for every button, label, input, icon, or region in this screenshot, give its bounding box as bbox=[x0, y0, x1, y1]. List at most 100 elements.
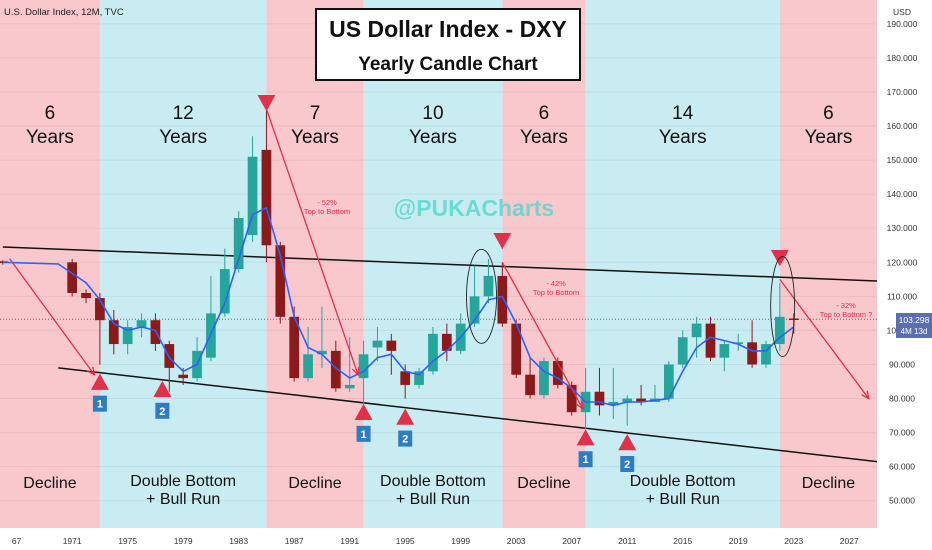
period-phase: Decline bbox=[802, 475, 855, 492]
period-labels: 6 Years Decline 1 2 Years Double Bottom + Bull … bbox=[23, 103, 855, 508]
candle-body bbox=[663, 364, 674, 399]
top-marker-2002 bbox=[493, 233, 512, 250]
candle-body bbox=[691, 323, 702, 338]
drop-label-2022-text: Top to Bottom ? bbox=[820, 310, 873, 319]
x-tick-label: 1971 bbox=[63, 536, 82, 546]
period-phase: + Bull Run bbox=[146, 491, 220, 508]
candle-body bbox=[483, 275, 494, 297]
drop-label-1985-pct: - 52% bbox=[317, 198, 337, 207]
x-tick-label: 2003 bbox=[507, 536, 526, 546]
period-band-4 bbox=[502, 0, 586, 528]
candle-body bbox=[372, 340, 383, 348]
period-count: 10 bbox=[422, 103, 443, 124]
y-tick-label: 190.000 bbox=[887, 19, 918, 29]
candle-body bbox=[414, 371, 424, 385]
watermark: @PUKACharts bbox=[394, 195, 554, 221]
x-tick-label: 1987 bbox=[285, 536, 304, 546]
period-unit: Years bbox=[291, 127, 339, 148]
trendlines bbox=[2, 246, 878, 463]
candle-body bbox=[136, 320, 147, 328]
period-unit: Years bbox=[520, 127, 568, 148]
y-tick-label: 70.000 bbox=[889, 428, 915, 438]
y-tick-label: 160.000 bbox=[887, 121, 918, 131]
candle-body bbox=[233, 218, 244, 270]
y-tick-label: 90.000 bbox=[889, 359, 915, 369]
candle-body bbox=[400, 371, 411, 385]
y-tick-label: 110.000 bbox=[887, 291, 917, 301]
candle-body bbox=[178, 374, 189, 379]
candle-body bbox=[636, 398, 646, 402]
x-tick-label: 2015 bbox=[673, 536, 692, 546]
x-tick-label: 2011 bbox=[618, 536, 637, 546]
x-tick-label: 1979 bbox=[174, 536, 193, 546]
candle-body bbox=[219, 269, 230, 314]
candle-body bbox=[289, 316, 300, 379]
drop-label-2002-pct: - 42% bbox=[546, 279, 566, 288]
time-axis[interactable]: 67 1971 1975 1979 1983 1987 1991 1995 1999 2003 20… bbox=[0, 528, 932, 550]
x-tick-label: 2023 bbox=[784, 536, 803, 546]
drop-label-2002-text: Top to Bottom bbox=[533, 288, 579, 297]
last-price-value: 103.298 bbox=[899, 315, 930, 325]
candle-body bbox=[677, 337, 688, 365]
period-unit: Years bbox=[659, 127, 707, 148]
period-phase: + Bull Run bbox=[396, 491, 470, 508]
y-tick-label: 180.000 bbox=[887, 53, 918, 63]
period-unit: Years bbox=[409, 127, 457, 148]
bottom-badge-label: 2 bbox=[624, 459, 630, 471]
bottom-marker-4 bbox=[576, 429, 595, 446]
candle-body bbox=[81, 292, 91, 299]
y-tick-label: 80.000 bbox=[889, 394, 915, 404]
bottom-marker-3 bbox=[396, 408, 415, 425]
decline-arrow-1966 bbox=[9, 258, 95, 376]
candle-body bbox=[67, 262, 78, 293]
candle-body bbox=[303, 354, 313, 379]
y-tick-label: 60.000 bbox=[889, 462, 915, 472]
period-count: 6 bbox=[45, 103, 56, 124]
period-count: 6 bbox=[539, 103, 550, 124]
decline-arrow-1985-head bbox=[351, 366, 360, 377]
chart-title: US Dollar Index - DXY bbox=[329, 16, 567, 42]
y-tick-label: 170.000 bbox=[887, 87, 918, 97]
last-price-tag: 103.298 4M 13d bbox=[896, 313, 932, 338]
y-tick-label: 120.000 bbox=[887, 257, 918, 267]
candle-body bbox=[594, 391, 605, 406]
moving-average bbox=[2, 206, 795, 407]
x-tick-label: 2007 bbox=[562, 536, 581, 546]
candle-body bbox=[358, 354, 369, 379]
top-ellipse-2001 bbox=[466, 248, 497, 344]
bottom-badge-4 bbox=[578, 451, 593, 468]
candle-body bbox=[608, 401, 619, 406]
y-tick-label: 50.000 bbox=[889, 496, 915, 506]
top-ellipse-2022 bbox=[770, 256, 796, 358]
bottom-marker-0 bbox=[90, 373, 109, 390]
period-phase: Double Bottom bbox=[630, 473, 736, 490]
symbol-line: U.S. Dollar Index, 12M, TVC bbox=[4, 7, 124, 18]
y-tick-label: 140.000 bbox=[887, 189, 918, 199]
bottom-badge-label: 1 bbox=[361, 429, 367, 441]
candle-body bbox=[247, 156, 258, 236]
period-phase: Decline bbox=[517, 475, 570, 492]
bottom-badge-2 bbox=[356, 425, 371, 442]
candle-body bbox=[330, 350, 341, 389]
annotations: - 52%Top to Bottom- 42%Top to Bottom- 32… bbox=[9, 95, 873, 472]
bottom-marker-2 bbox=[354, 403, 373, 421]
period-unit: Years bbox=[804, 127, 852, 148]
period-phase: Decline bbox=[288, 475, 341, 492]
candle-body bbox=[525, 374, 535, 396]
bottom-badge-label: 1 bbox=[97, 399, 103, 411]
candle-body bbox=[108, 320, 119, 345]
top-marker-1985 bbox=[257, 95, 276, 112]
period-unit: Years bbox=[26, 127, 74, 148]
x-tick-label: 1975 bbox=[118, 536, 137, 546]
candle-body bbox=[788, 318, 799, 321]
bottom-marker-5 bbox=[618, 433, 637, 451]
candle-body bbox=[552, 361, 563, 385]
chart-subtitle: Yearly Candle Chart bbox=[358, 54, 538, 75]
decline-arrow-1985 bbox=[265, 108, 359, 375]
price-axis[interactable]: USD 50.00060.00070.00080.00090.000100.00… bbox=[877, 0, 932, 550]
candle-body bbox=[511, 323, 522, 375]
candle-body bbox=[261, 149, 272, 246]
x-tick-label: 2019 bbox=[729, 536, 748, 546]
candle-body bbox=[497, 275, 508, 324]
